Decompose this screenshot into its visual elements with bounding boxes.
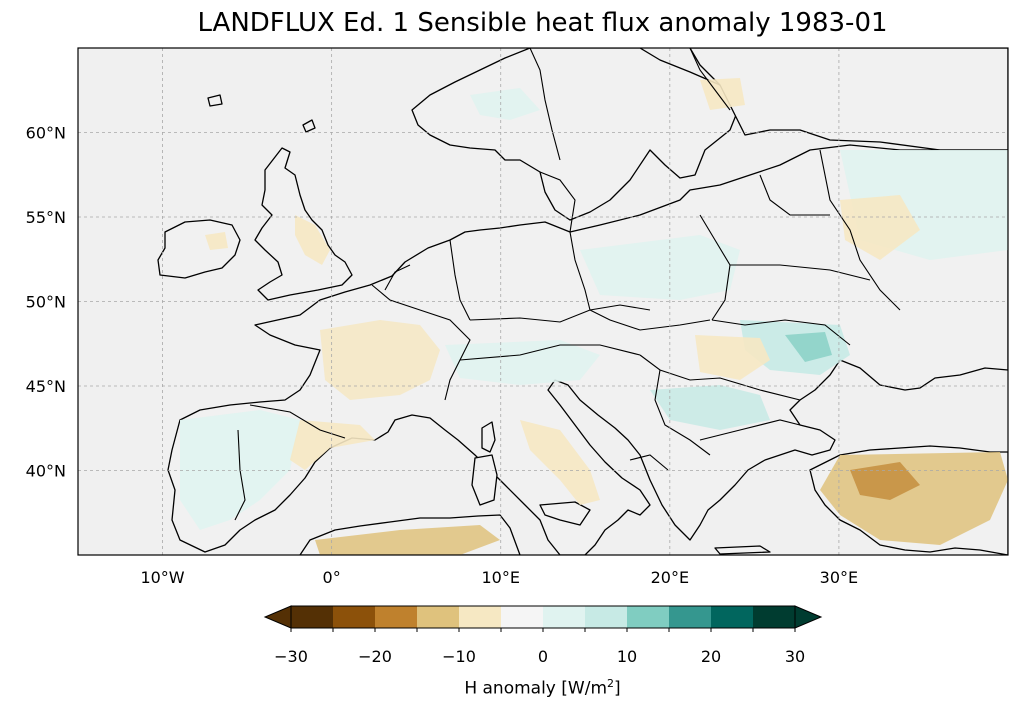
anomaly-patch [650, 385, 770, 430]
colorbar: −30 −20 −10 0 10 20 30 [263, 605, 823, 666]
colorbar-segment [627, 606, 670, 628]
colorbar-label-suffix: ] [614, 678, 621, 699]
colorbar-segment [501, 606, 544, 628]
anomaly-patch [470, 88, 540, 120]
lat-tick-label: 45°N [26, 377, 66, 396]
colorbar-tick-label: −30 [274, 647, 308, 666]
lat-tick-label: 60°N [26, 124, 66, 143]
colorbar-label-superscript: 2 [607, 677, 615, 690]
anomaly-patch [290, 420, 375, 470]
anomaly-patch [205, 232, 228, 250]
border-line [759, 174, 830, 216]
border-line [529, 48, 561, 161]
colorbar-extend-over [794, 605, 823, 629]
colorbar-segment [711, 606, 754, 628]
colorbar-tick-label: 30 [785, 647, 805, 666]
border-line [249, 404, 346, 439]
anomaly-patch [840, 195, 920, 260]
border-line [654, 369, 711, 456]
border-line [589, 309, 711, 331]
lat-tick-label: 55°N [26, 208, 66, 227]
colorbar-segment [417, 606, 460, 628]
lon-tick-label: 10°W [140, 568, 184, 587]
colorbar-segment [333, 606, 376, 628]
anomaly-patch [695, 335, 770, 380]
sicily-land [539, 501, 591, 526]
lat-tick-label: 40°N [26, 462, 66, 481]
lon-tick-label: 10°E [481, 568, 519, 587]
anomaly-patch [295, 215, 330, 265]
chart-title: LANDFLUX Ed. 1 Sensible heat flux anomal… [197, 8, 888, 38]
border-line [629, 454, 669, 471]
map-content [78, 48, 1008, 555]
country-borders [234, 48, 901, 521]
colorbar-segment [291, 606, 334, 628]
lat-tick-label: 50°N [26, 293, 66, 312]
colorbar-tick-label: 0 [538, 647, 548, 666]
colorbar-segment [375, 606, 418, 628]
border-line [459, 344, 641, 361]
sardinia-land [471, 454, 498, 506]
border-line [689, 48, 731, 111]
lon-tick-label: 30°E [820, 568, 858, 587]
colorbar-extend-under [263, 605, 292, 629]
anomaly-patch [520, 420, 600, 505]
lon-tick-label: 20°E [651, 568, 689, 587]
border-line [371, 284, 471, 401]
lon-tick-label: 0° [323, 568, 341, 587]
colorbar-segment [543, 606, 586, 628]
colorbar-tick-label: 10 [617, 647, 637, 666]
faroe-land [207, 94, 223, 107]
anomaly-patch [315, 525, 500, 555]
colorbar-tick-label: −20 [358, 647, 392, 666]
border-line [699, 419, 801, 441]
anomaly-patch [785, 332, 832, 362]
colorbar-tick-label: −10 [442, 647, 476, 666]
crete-land [714, 545, 771, 555]
continental-europe-land [167, 144, 1008, 555]
border-line [234, 429, 246, 521]
latitude-labels: 60°N 55°N 50°N 45°N 40°N [26, 124, 66, 481]
colorbar-segment [459, 606, 502, 628]
corsica-land [481, 421, 496, 453]
anomaly-patch [580, 235, 740, 300]
colorbar-segment [753, 606, 796, 628]
border-line [539, 171, 576, 233]
anomaly-patch [700, 78, 745, 110]
anomaly-patch [850, 462, 920, 500]
border-line [639, 354, 801, 401]
border-line [730, 264, 871, 281]
colorbar-tick-label: 20 [701, 647, 721, 666]
anomaly-patch [320, 320, 440, 400]
border-line [449, 239, 471, 321]
gridlines [78, 48, 1008, 555]
border-line [819, 149, 901, 311]
border-line [711, 319, 851, 346]
longitude-labels: 10°W 0° 10°E 20°E 30°E [140, 568, 858, 587]
colorbar-label: H anomaly [W/m2] [0, 677, 1022, 699]
anomaly-patch [445, 340, 600, 385]
shetland-land [302, 119, 316, 133]
colorbar-label-text: H anomaly [W/m [464, 678, 608, 699]
colorbar-segment [585, 606, 628, 628]
border-line [384, 264, 411, 291]
border-line [469, 304, 651, 323]
map-frame [77, 47, 1009, 556]
scandinavia-land [411, 48, 739, 221]
border-line [569, 231, 591, 311]
colorbar-segment [669, 606, 712, 628]
